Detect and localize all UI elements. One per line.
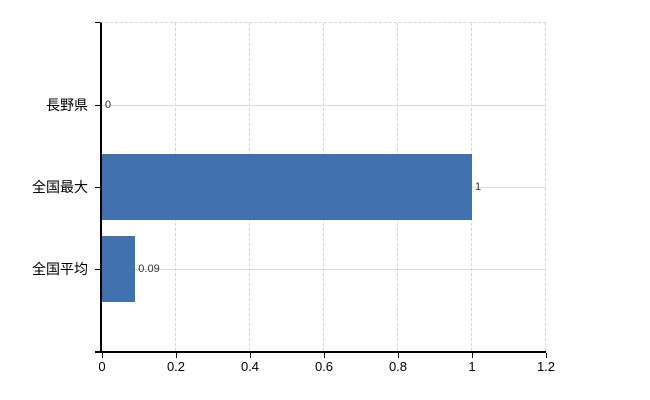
bar-value-label: 1 bbox=[475, 181, 482, 193]
x-axis-tick-label: 0 bbox=[98, 359, 106, 374]
gridline-horizontal bbox=[102, 269, 546, 270]
bar bbox=[102, 236, 136, 302]
x-axis-tick bbox=[398, 353, 399, 358]
x-axis-tick-label: 1.2 bbox=[536, 359, 556, 374]
y-axis-tick bbox=[95, 269, 100, 270]
x-axis-tick bbox=[176, 353, 177, 358]
x-axis-tick-label: 0.2 bbox=[166, 359, 186, 374]
category-label: 全国平均 bbox=[32, 261, 88, 277]
category-label: 長野県 bbox=[46, 97, 88, 113]
x-axis-tick bbox=[102, 353, 103, 358]
y-axis-tick bbox=[95, 105, 100, 106]
y-axis-top-tick bbox=[95, 22, 100, 23]
plot-area: 0 1 0.09 bbox=[100, 22, 546, 353]
x-axis-tick bbox=[250, 353, 251, 358]
bar-value-label: 0 bbox=[105, 99, 112, 111]
category-label: 全国最大 bbox=[32, 179, 88, 195]
x-axis-tick bbox=[472, 353, 473, 358]
x-axis-tick-label: 1 bbox=[468, 359, 476, 374]
y-axis-tick bbox=[95, 187, 100, 188]
x-axis-left-stub bbox=[95, 351, 100, 353]
x-axis-tick bbox=[324, 353, 325, 358]
bar bbox=[102, 154, 472, 220]
x-axis-tick-label: 0.8 bbox=[388, 359, 408, 374]
x-axis-tick-label: 0.6 bbox=[314, 359, 334, 374]
bar-value-label: 0.09 bbox=[138, 263, 160, 275]
x-axis-tick-label: 0.4 bbox=[240, 359, 260, 374]
gridline-horizontal bbox=[102, 105, 546, 106]
x-axis-tick bbox=[546, 353, 547, 358]
